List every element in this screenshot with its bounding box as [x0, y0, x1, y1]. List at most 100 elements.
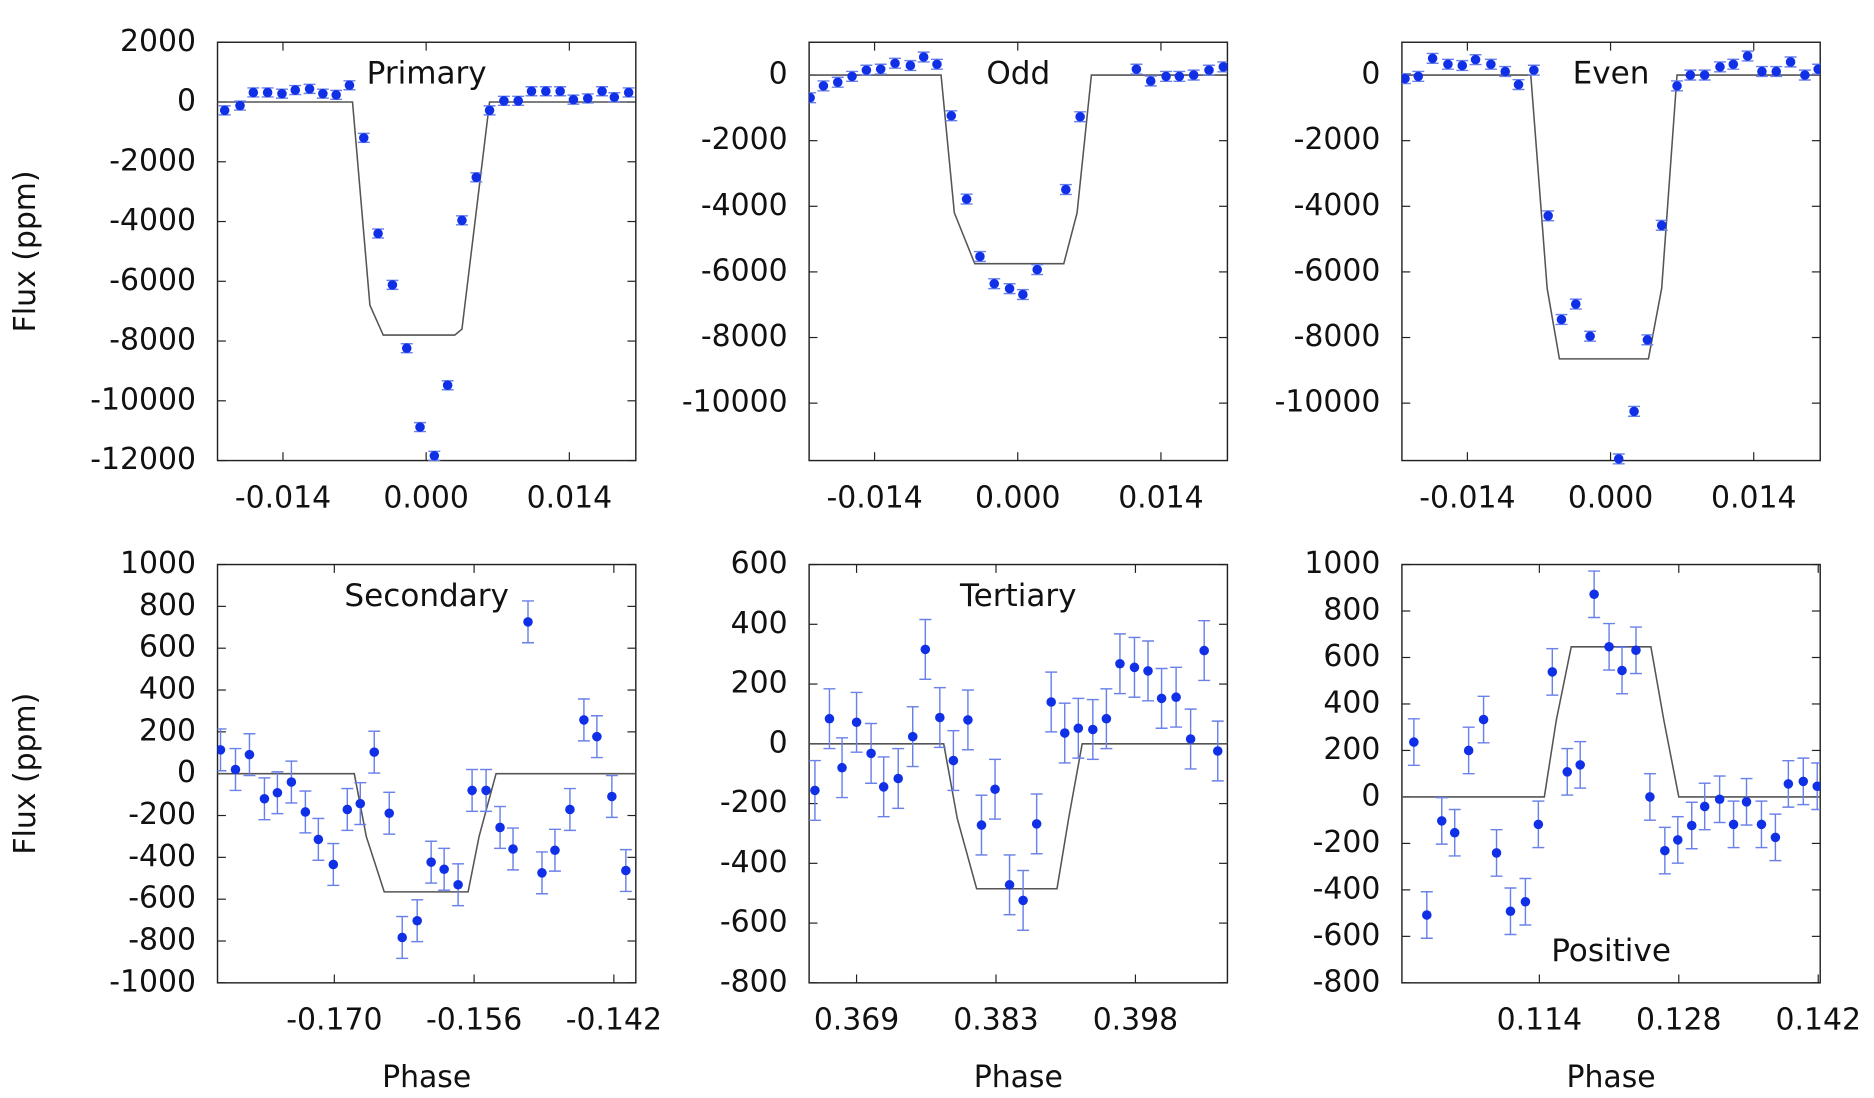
data-point — [1728, 59, 1739, 70]
y-tick-label: 0 — [769, 725, 788, 760]
data-point — [217, 745, 226, 755]
data-point — [1061, 184, 1071, 195]
data-point — [439, 864, 449, 875]
data-point — [832, 77, 843, 88]
panel-title: Secondary — [344, 578, 509, 614]
data-point — [387, 280, 398, 290]
data-point — [1046, 697, 1056, 707]
plot-area — [217, 80, 635, 461]
data-point — [1575, 760, 1585, 770]
y-tick-label: -12000 — [90, 442, 196, 477]
data-point — [905, 60, 916, 71]
data-point — [1171, 692, 1181, 702]
data-point — [1520, 896, 1531, 907]
data-point — [1770, 832, 1781, 843]
data-point — [1529, 65, 1539, 75]
data-point — [1686, 820, 1697, 831]
data-point — [1457, 60, 1468, 71]
data-point — [1585, 331, 1595, 341]
data-point — [1756, 819, 1767, 830]
data-point — [607, 791, 617, 802]
data-point — [1699, 801, 1710, 812]
y-tick-label: -6000 — [701, 253, 788, 288]
data-point — [1673, 835, 1683, 845]
data-point — [1800, 70, 1810, 80]
data-point — [1728, 819, 1739, 830]
y-tick-label: 0 — [769, 57, 788, 92]
data-point — [1212, 746, 1223, 756]
data-point — [1629, 406, 1639, 417]
y-tick-label: 200 — [139, 713, 196, 748]
y-tick-label: -600 — [720, 905, 788, 940]
data-point — [1401, 73, 1410, 84]
data-point — [244, 749, 255, 760]
model-line — [809, 743, 1228, 890]
y-tick-label: 600 — [731, 546, 788, 581]
plot-frame — [216, 41, 637, 462]
data-point — [565, 804, 575, 815]
data-point — [1613, 454, 1624, 464]
data-point — [1101, 713, 1112, 724]
data-point — [920, 644, 931, 655]
data-point — [1617, 665, 1627, 676]
data-point — [1004, 880, 1015, 890]
data-point — [809, 92, 815, 103]
data-point — [1156, 693, 1167, 704]
y-axis-label: Flux (ppm) — [8, 693, 43, 855]
data-point — [384, 808, 395, 818]
y-tick-label: -6000 — [1294, 253, 1381, 288]
x-tick-label: 0.000 — [975, 480, 1060, 515]
plot-area — [809, 51, 1228, 301]
data-point — [1656, 220, 1667, 231]
data-point — [304, 84, 315, 94]
x-tick-label: -0.170 — [286, 1003, 382, 1038]
data-point — [1812, 781, 1821, 792]
data-point — [1199, 645, 1209, 656]
data-point — [1543, 211, 1553, 221]
data-point — [893, 773, 903, 784]
data-point — [1174, 71, 1185, 82]
x-tick-label: 0.383 — [953, 1003, 1038, 1038]
x-tick-label: 0.114 — [1497, 1003, 1582, 1038]
data-point — [318, 88, 328, 99]
data-point — [948, 755, 959, 766]
data-point — [1073, 723, 1084, 734]
data-point — [1771, 66, 1782, 77]
y-tick-label: 2000 — [120, 24, 196, 59]
data-point — [1604, 642, 1614, 652]
x-tick-label: 0.142 — [1775, 1003, 1860, 1038]
data-point — [277, 88, 287, 99]
data-point — [961, 194, 972, 204]
data-point — [1500, 66, 1510, 77]
data-point — [1422, 910, 1432, 920]
data-point — [1672, 81, 1682, 91]
panel: 1000 800 600 400 200 0 -200 -400 -600 -800 0.114 0.… — [1304, 546, 1861, 1095]
y-tick-label: -2000 — [701, 122, 788, 157]
data-point — [1486, 59, 1496, 70]
panel: 600 400 200 0 -200 -400 -600 -800 0.369 0.383 0.39… — [720, 546, 1229, 1095]
model-line — [217, 772, 636, 893]
data-point — [851, 717, 862, 728]
data-point — [824, 713, 835, 724]
data-point — [1798, 776, 1809, 787]
panel: 2000 0 -2000 -4000 -6000 -8000 -10000 -12000 -0.… — [8, 24, 637, 515]
plot-area — [1401, 50, 1821, 465]
data-point — [1742, 51, 1753, 61]
x-tick-label: 0.369 — [814, 1003, 899, 1038]
data-point — [331, 90, 341, 100]
data-point — [1571, 299, 1581, 309]
data-point — [426, 857, 436, 867]
data-point — [1129, 662, 1140, 673]
y-tick-label: -8000 — [109, 323, 196, 358]
data-point — [1470, 54, 1481, 65]
data-point — [875, 64, 886, 74]
panel-title: Tertiary — [959, 578, 1077, 614]
y-tick-label: -400 — [128, 839, 196, 874]
data-point — [810, 785, 820, 796]
y-axis-label: Flux (ppm) — [8, 170, 43, 332]
data-point — [369, 747, 380, 757]
data-point — [508, 844, 518, 854]
data-point — [537, 868, 547, 878]
model-line — [1401, 646, 1821, 798]
